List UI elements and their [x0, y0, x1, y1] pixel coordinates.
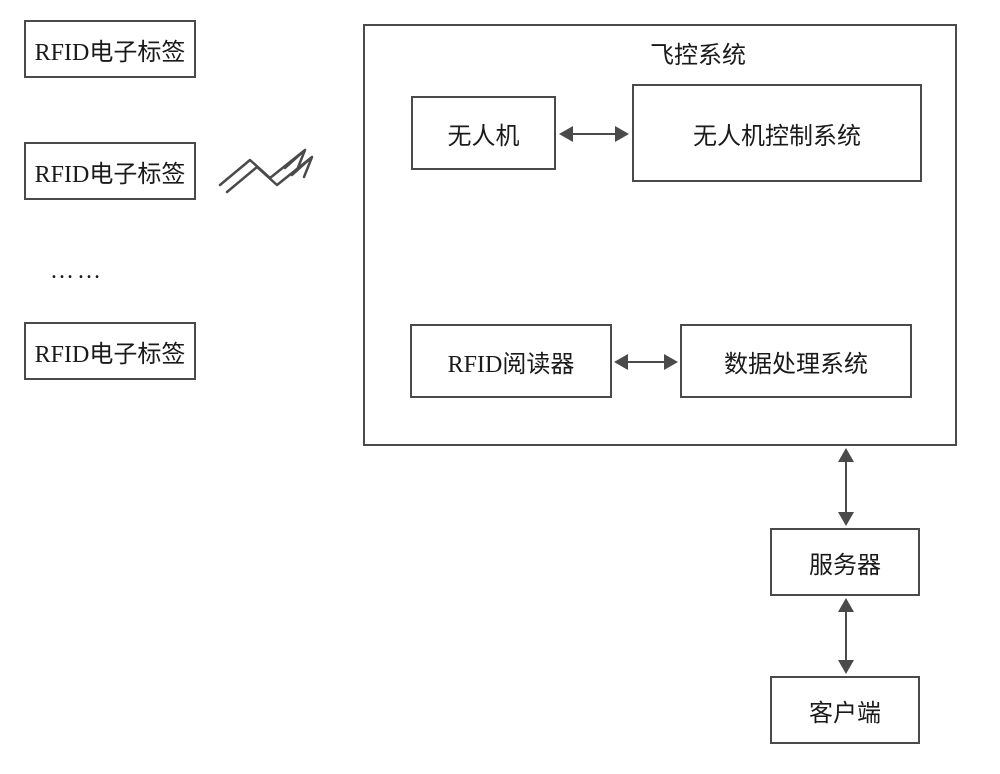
drone-ctrl-box: 无人机控制系统	[632, 84, 922, 182]
drone-label: 无人机	[448, 116, 520, 151]
drone-box: 无人机	[411, 96, 556, 170]
ellipsis-label: ……	[50, 258, 104, 285]
rfid-tag-label-2: RFID电子标签	[35, 154, 186, 189]
rfid-tag-label-3: RFID电子标签	[35, 334, 186, 369]
arrow-server-client	[845, 610, 847, 662]
arrow-drone-ctrl	[571, 133, 617, 135]
server-box: 服务器	[770, 528, 920, 596]
rfid-tag-box-2: RFID电子标签	[24, 142, 196, 200]
flight-system-title: 飞控系统	[650, 35, 746, 70]
arrow-flight-server	[845, 460, 847, 514]
client-label: 客户端	[809, 693, 881, 728]
server-label: 服务器	[809, 545, 881, 580]
data-proc-box: 数据处理系统	[680, 324, 912, 398]
data-proc-label: 数据处理系统	[724, 344, 868, 379]
drone-ctrl-label: 无人机控制系统	[693, 116, 861, 151]
rfid-tag-box-1: RFID电子标签	[24, 20, 196, 78]
wireless-zigzag-icon	[215, 140, 345, 200]
rfid-reader-label: RFID阅读器	[448, 344, 575, 379]
arrow-rfid-data	[626, 361, 666, 363]
rfid-tag-label-1: RFID电子标签	[35, 32, 186, 67]
rfid-reader-box: RFID阅读器	[410, 324, 612, 398]
rfid-tag-box-3: RFID电子标签	[24, 322, 196, 380]
client-box: 客户端	[770, 676, 920, 744]
